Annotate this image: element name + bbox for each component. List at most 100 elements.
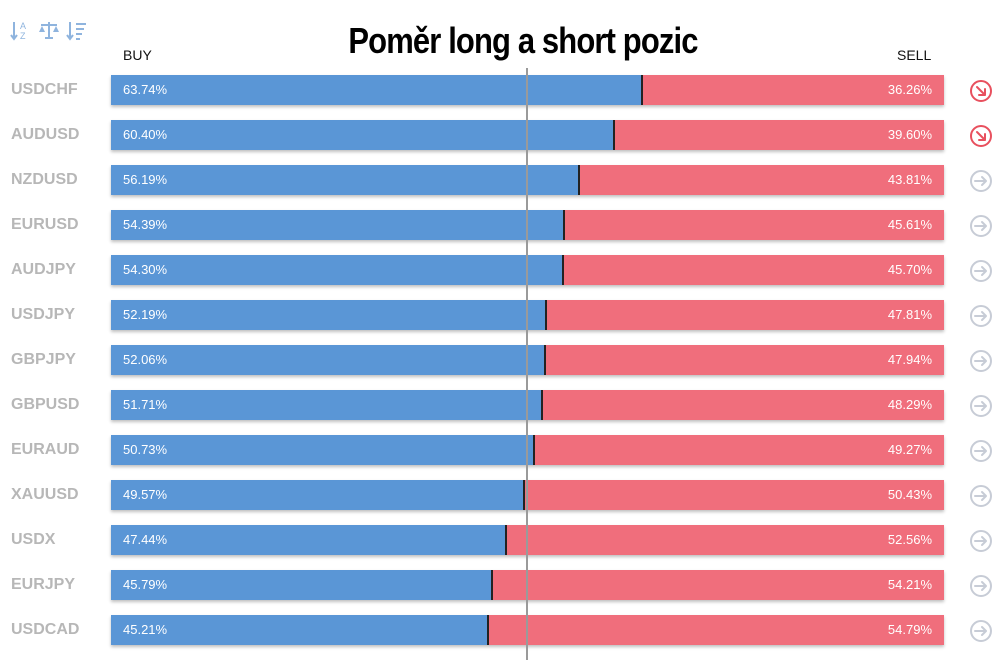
buy-header: BUY: [123, 47, 152, 63]
symbol-label[interactable]: NZDUSD: [11, 171, 78, 188]
bar-split-marker: [491, 570, 493, 600]
svg-text:A: A: [20, 21, 26, 31]
buy-bar[interactable]: [111, 165, 579, 195]
bar-split-marker: [545, 300, 547, 330]
buy-percent: 63.74%: [123, 82, 168, 97]
sell-percent: 45.70%: [887, 262, 932, 277]
chart-title: Poměr long a short pozic: [348, 20, 698, 61]
buy-percent: 49.57%: [123, 487, 168, 502]
sell-header: SELL: [897, 47, 932, 63]
symbol-label[interactable]: USDJPY: [11, 306, 76, 323]
symbol-label[interactable]: EURJPY: [11, 576, 76, 593]
bar-split-marker: [578, 165, 580, 195]
trend-neutral-icon[interactable]: [969, 529, 993, 553]
sell-bar[interactable]: 54.30% 45.70%: [111, 255, 944, 285]
ratio-row: EURJPY 45.79% 54.21%: [0, 570, 1006, 600]
buy-bar[interactable]: [111, 255, 563, 285]
sell-percent: 36.26%: [887, 82, 932, 97]
sell-percent: 49.27%: [887, 442, 932, 457]
trend-neutral-icon[interactable]: [969, 574, 993, 598]
trend-neutral-icon[interactable]: [969, 259, 993, 283]
sell-percent: 52.56%: [887, 532, 932, 547]
sell-percent: 50.43%: [887, 487, 932, 502]
symbol-label[interactable]: AUDUSD: [11, 126, 80, 143]
buy-percent: 60.40%: [123, 127, 168, 142]
buy-percent: 45.21%: [123, 622, 168, 637]
bar-split-marker: [541, 390, 543, 420]
sell-percent: 54.79%: [887, 622, 932, 637]
trend-neutral-icon[interactable]: [969, 394, 993, 418]
symbol-label[interactable]: GBPUSD: [11, 396, 80, 413]
trend-neutral-icon[interactable]: [969, 169, 993, 193]
buy-bar[interactable]: [111, 615, 488, 645]
bar-split-marker: [544, 345, 546, 375]
ratio-row: EURUSD 54.39% 45.61%: [0, 210, 1006, 240]
sell-percent: 47.81%: [887, 307, 932, 322]
trend-neutral-icon[interactable]: [969, 214, 993, 238]
ratio-row: USDCAD 45.21% 54.79%: [0, 615, 1006, 645]
bar-split-marker: [562, 255, 564, 285]
trend-neutral-icon[interactable]: [969, 484, 993, 508]
ratio-row: GBPJPY 52.06% 47.94%: [0, 345, 1006, 375]
sell-percent: 43.81%: [887, 172, 932, 187]
buy-bar[interactable]: [111, 300, 546, 330]
symbol-label[interactable]: AUDJPY: [11, 261, 76, 278]
trend-neutral-icon[interactable]: [969, 439, 993, 463]
buy-percent: 51.71%: [123, 397, 168, 412]
symbol-label[interactable]: EURAUD: [11, 441, 80, 458]
ratio-row: NZDUSD 56.19% 43.81%: [0, 165, 1006, 195]
buy-bar[interactable]: [111, 435, 534, 465]
sell-percent: 48.29%: [887, 397, 932, 412]
trend-neutral-icon[interactable]: [969, 349, 993, 373]
ratio-row: GBPUSD 51.71% 48.29%: [0, 390, 1006, 420]
buy-percent: 52.06%: [123, 352, 168, 367]
buy-bar[interactable]: [111, 120, 614, 150]
balance-scale-icon[interactable]: [38, 18, 60, 42]
fifty-percent-line: [526, 68, 528, 660]
buy-bar[interactable]: [111, 570, 492, 600]
symbol-label[interactable]: USDCAD: [11, 621, 80, 638]
bar-split-marker: [505, 525, 507, 555]
buy-percent: 47.44%: [123, 532, 168, 547]
ratio-row: USDJPY 52.19% 47.81%: [0, 300, 1006, 330]
ratio-row: USDCHF 63.74% 36.26%: [0, 75, 1006, 105]
buy-percent: 54.30%: [123, 262, 168, 277]
trend-down-icon[interactable]: [969, 124, 993, 148]
buy-percent: 50.73%: [123, 442, 168, 457]
bar-split-marker: [563, 210, 565, 240]
trend-neutral-icon[interactable]: [969, 304, 993, 328]
trend-down-icon[interactable]: [969, 79, 993, 103]
buy-bar[interactable]: [111, 345, 545, 375]
sell-bar[interactable]: 60.40% 39.60%: [111, 120, 944, 150]
ratio-row: AUDUSD 60.40% 39.60%: [0, 120, 1006, 150]
buy-percent: 52.19%: [123, 307, 168, 322]
sell-percent: 47.94%: [887, 352, 932, 367]
buy-percent: 45.79%: [123, 577, 168, 592]
bar-split-marker: [487, 615, 489, 645]
sort-descending-icon[interactable]: [66, 18, 88, 42]
buy-bar[interactable]: [111, 525, 506, 555]
toolbar: A Z: [10, 18, 88, 42]
buy-bar[interactable]: [111, 390, 542, 420]
symbol-label[interactable]: USDX: [11, 531, 56, 548]
ratio-row: USDX 47.44% 52.56%: [0, 525, 1006, 555]
bar-split-marker: [523, 480, 525, 510]
symbol-label[interactable]: GBPJPY: [11, 351, 76, 368]
buy-bar[interactable]: [111, 75, 642, 105]
bar-split-marker: [533, 435, 535, 465]
symbol-label[interactable]: XAUUSD: [11, 486, 79, 503]
sort-alphabetical-icon[interactable]: A Z: [10, 18, 32, 42]
sell-percent: 45.61%: [887, 217, 932, 232]
trend-neutral-icon[interactable]: [969, 619, 993, 643]
sell-percent: 39.60%: [887, 127, 932, 142]
symbol-label[interactable]: EURUSD: [11, 216, 79, 233]
sell-percent: 54.21%: [887, 577, 932, 592]
buy-bar[interactable]: [111, 480, 524, 510]
bar-split-marker: [613, 120, 615, 150]
buy-bar[interactable]: [111, 210, 564, 240]
symbol-label[interactable]: USDCHF: [11, 81, 78, 98]
ratio-row: XAUUSD 49.57% 50.43%: [0, 480, 1006, 510]
svg-text:Z: Z: [20, 31, 26, 41]
buy-percent: 54.39%: [123, 217, 168, 232]
ratio-row: EURAUD 50.73% 49.27%: [0, 435, 1006, 465]
